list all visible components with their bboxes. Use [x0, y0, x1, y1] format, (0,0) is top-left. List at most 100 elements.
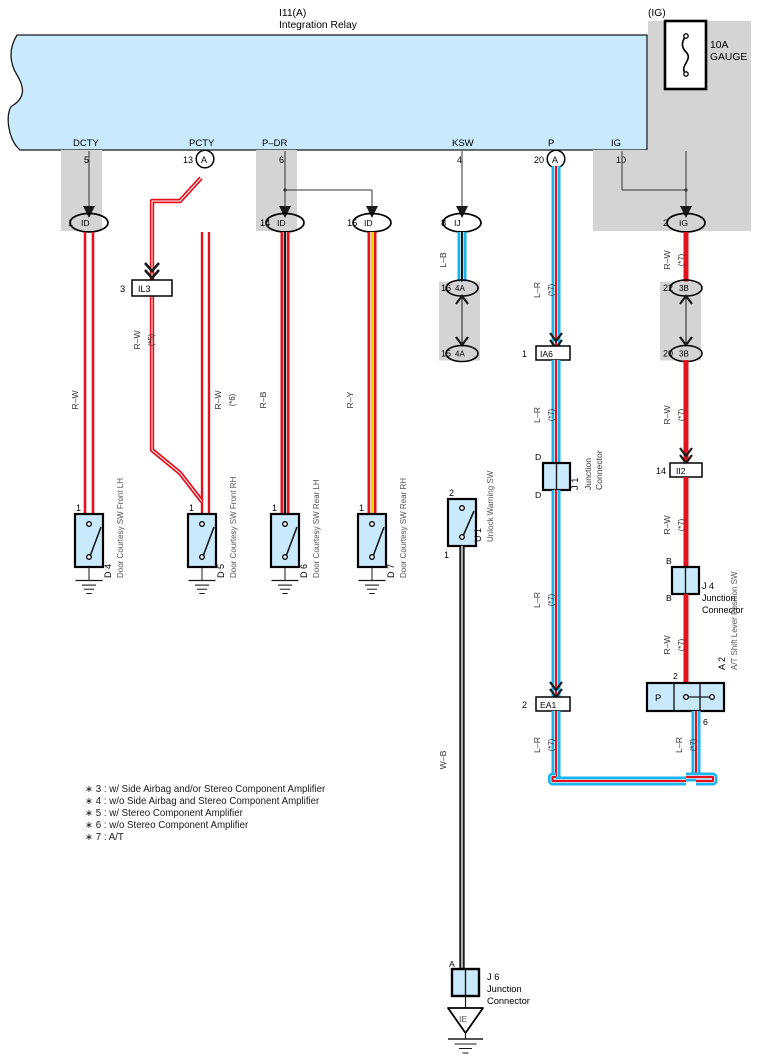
svg-text:(*7): (*7) [677, 408, 686, 421]
svg-text:IJ: IJ [454, 218, 461, 228]
svg-text:PCTY: PCTY [189, 138, 215, 149]
svg-text:(IG): (IG) [648, 8, 666, 19]
svg-text:∗ 7 : A/T: ∗ 7 : A/T [85, 832, 124, 843]
svg-text:10A: 10A [710, 40, 728, 51]
svg-text:Connector: Connector [594, 450, 604, 490]
svg-text:14: 14 [260, 218, 270, 228]
svg-text:J 1: J 1 [570, 478, 580, 490]
svg-text:13: 13 [183, 155, 193, 165]
svg-text:Door Courtesy SW Front RH: Door Courtesy SW Front RH [229, 476, 238, 578]
svg-text:(*6): (*6) [228, 393, 237, 406]
svg-text:P: P [548, 138, 554, 149]
svg-text:5: 5 [84, 155, 89, 165]
svg-text:4: 4 [457, 155, 462, 165]
svg-text:(*7): (*7) [547, 593, 556, 606]
svg-text:ID: ID [277, 218, 286, 228]
svg-text:∗ 6 : w/o Stereo Component Amp: ∗ 6 : w/o Stereo Component Amplifier [85, 820, 249, 831]
svg-text:L–R: L–R [532, 737, 542, 753]
svg-text:20: 20 [534, 155, 544, 165]
svg-text:∗ 5 : w/ Stereo Component Ampl: ∗ 5 : w/ Stereo Component Amplifier [85, 808, 244, 819]
svg-text:1: 1 [359, 503, 364, 513]
svg-text:1: 1 [522, 349, 527, 359]
svg-text:R–W: R–W [662, 405, 672, 425]
svg-text:4A: 4A [455, 350, 465, 359]
svg-text:3B: 3B [679, 284, 689, 293]
svg-text:D: D [535, 452, 541, 462]
svg-text:14: 14 [656, 466, 666, 476]
svg-text:(*7): (*7) [547, 408, 556, 421]
svg-text:20: 20 [663, 349, 673, 359]
svg-text:(*7): (*7) [677, 253, 686, 266]
svg-text:R–W: R–W [662, 250, 672, 270]
svg-text:ID: ID [364, 218, 373, 228]
svg-text:2: 2 [673, 671, 678, 681]
svg-text:(*5): (*5) [147, 333, 156, 346]
svg-text:R–Y: R–Y [345, 391, 355, 408]
svg-text:1: 1 [76, 503, 81, 513]
svg-text:B: B [666, 593, 672, 603]
svg-text:J 6: J 6 [487, 972, 499, 982]
svg-text:Unlock Warning SW: Unlock Warning SW [486, 470, 495, 542]
svg-text:(*7): (*7) [689, 738, 698, 751]
svg-text:1: 1 [189, 503, 194, 513]
svg-text:Junction: Junction [583, 458, 593, 490]
svg-text:∗ 4 : w/o Side Airbag and Ster: ∗ 4 : w/o Side Airbag and Stereo Compone… [85, 796, 320, 807]
svg-text:DCTY: DCTY [73, 138, 100, 149]
svg-text:W–B: W–B [438, 750, 448, 769]
svg-text:R–W: R–W [662, 635, 672, 655]
svg-text:Connector: Connector [487, 996, 530, 1006]
svg-text:L–R: L–R [532, 407, 542, 423]
svg-text:A: A [449, 959, 455, 969]
svg-text:I11(A): I11(A) [279, 8, 306, 19]
svg-text:A: A [552, 155, 558, 165]
svg-text:L–B: L–B [438, 252, 448, 268]
svg-text:22: 22 [663, 283, 673, 293]
svg-text:IG: IG [611, 138, 621, 149]
svg-text:2: 2 [449, 488, 454, 498]
svg-text:R–B: R–B [258, 391, 268, 408]
svg-text:EA1: EA1 [540, 700, 556, 710]
svg-text:1: 1 [272, 503, 277, 513]
svg-text:Door Courtesy SW Rear RH: Door Courtesy SW Rear RH [399, 478, 408, 578]
svg-text:Integration Relay: Integration Relay [279, 20, 358, 31]
svg-text:L–R: L–R [532, 592, 542, 608]
svg-text:R–W: R–W [213, 390, 223, 410]
svg-text:15: 15 [441, 349, 451, 359]
svg-text:D 6: D 6 [299, 564, 309, 578]
svg-text:4A: 4A [455, 284, 465, 293]
svg-text:L–R: L–R [674, 737, 684, 753]
svg-text:10: 10 [616, 155, 626, 165]
svg-text:R–W: R–W [70, 390, 80, 410]
svg-text:(*7): (*7) [677, 638, 686, 651]
svg-text:KSW: KSW [452, 138, 474, 149]
svg-text:GAUGE: GAUGE [710, 52, 747, 63]
svg-text:A/T Shift Lever Position SW: A/T Shift Lever Position SW [730, 571, 739, 670]
svg-text:∗ 3 : w/ Side Airbag and/or St: ∗ 3 : w/ Side Airbag and/or Stereo Compo… [85, 784, 326, 795]
svg-text:(*7): (*7) [547, 738, 556, 751]
svg-text:J 4: J 4 [702, 581, 714, 591]
svg-text:L–R: L–R [532, 282, 542, 298]
svg-text:2: 2 [522, 700, 527, 710]
svg-text:U 1: U 1 [473, 528, 483, 542]
svg-text:8: 8 [441, 218, 446, 228]
svg-text:2: 2 [663, 218, 668, 228]
svg-text:A: A [201, 155, 207, 165]
svg-text:15: 15 [347, 218, 357, 228]
svg-text:IE: IE [459, 1014, 467, 1024]
svg-text:1: 1 [444, 550, 449, 560]
svg-text:II2: II2 [676, 466, 686, 476]
svg-text:D 5: D 5 [216, 564, 226, 578]
svg-text:Junction: Junction [487, 984, 522, 994]
svg-text:IL3: IL3 [138, 284, 151, 294]
svg-text:R–W: R–W [662, 515, 672, 535]
svg-text:B: B [666, 556, 672, 566]
svg-text:D 7: D 7 [386, 564, 396, 578]
svg-text:3: 3 [120, 284, 125, 294]
svg-text:D 4: D 4 [103, 564, 113, 578]
svg-text:3B: 3B [679, 350, 689, 359]
svg-text:ID: ID [81, 218, 90, 228]
svg-text:A 2: A 2 [717, 657, 727, 670]
svg-text:Door Courtesy SW Front LH: Door Courtesy SW Front LH [116, 478, 125, 578]
svg-text:P: P [655, 693, 661, 703]
svg-text:IA6: IA6 [540, 349, 553, 359]
